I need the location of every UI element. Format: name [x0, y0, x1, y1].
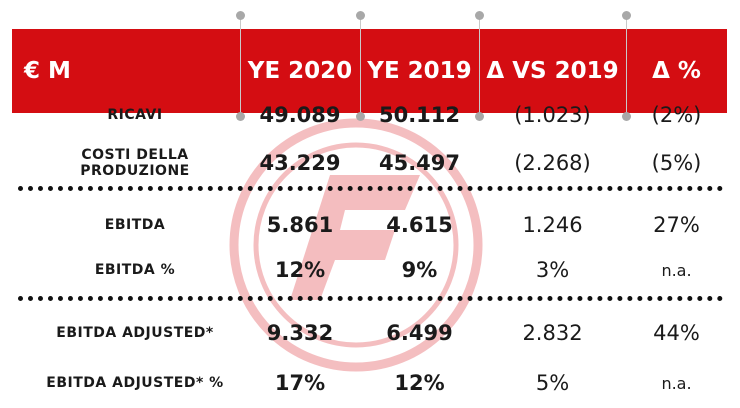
- value-ye2019: 9%: [401, 258, 438, 282]
- value-delta-pct: n.a.: [661, 260, 692, 280]
- value-delta: (2.268): [514, 151, 591, 175]
- row-label: EBITDA: [104, 217, 166, 233]
- row-label: RICAVI: [107, 107, 163, 123]
- value-ye2020: 49.089: [259, 103, 341, 127]
- table-row-costi: COSTI DELLA PRODUZIONE 43.229 45.497 (2.…: [0, 141, 740, 185]
- header-delta-vs-2019: Δ VS 2019: [486, 58, 619, 84]
- row-label: EBITDA %: [94, 262, 176, 278]
- value-delta: 2.832: [522, 321, 583, 345]
- value-delta: 1.246: [522, 213, 583, 237]
- dotted-separator: [18, 296, 723, 301]
- table-row-ricavi: RICAVI 49.089 50.112 (1.023) (2%): [0, 93, 740, 137]
- value-delta-pct: (5%): [651, 151, 702, 175]
- header-ye2020: YE 2020: [247, 58, 353, 84]
- table-row-ebitda: EBITDA 5.861 4.615 1.246 27%: [0, 203, 740, 247]
- row-label: COSTI DELLA PRODUZIONE: [80, 147, 190, 179]
- header-unit: € M: [24, 58, 71, 84]
- table-row-ebitda-adjusted-pct: EBITDA ADJUSTED* % 17% 12% 5% n.a.: [0, 361, 740, 405]
- value-ye2019: 6.499: [386, 321, 453, 345]
- table-header: € M YE 2020 YE 2019 Δ VS 2019 Δ %: [12, 29, 727, 113]
- value-delta-pct: 27%: [653, 213, 700, 237]
- header-ye2019: YE 2019: [367, 58, 472, 84]
- value-ye2020: 43.229: [259, 151, 341, 175]
- row-label: EBITDA ADJUSTED*: [56, 325, 214, 341]
- value-delta-pct: n.a.: [661, 373, 692, 393]
- value-ye2020: 17%: [274, 371, 326, 395]
- column-divider: [356, 11, 365, 121]
- value-ye2019: 45.497: [378, 151, 461, 175]
- table-row-ebitda-pct: EBITDA % 12% 9% 3% n.a.: [0, 248, 740, 292]
- column-divider: [475, 11, 484, 121]
- value-delta: 3%: [535, 258, 570, 282]
- value-ye2019: 4.615: [386, 213, 453, 237]
- value-delta: 5%: [535, 371, 570, 395]
- value-ye2019: 50.112: [378, 103, 461, 127]
- table-row-ebitda-adjusted: EBITDA ADJUSTED* 9.332 6.499 2.832 44%: [0, 311, 740, 355]
- value-ye2019: 12%: [394, 371, 445, 395]
- value-ye2020: 12%: [274, 258, 326, 282]
- row-label: EBITDA ADJUSTED* %: [46, 375, 224, 391]
- value-ye2020: 9.332: [266, 321, 334, 345]
- header-delta-pct: Δ %: [652, 58, 701, 84]
- value-delta: (1.023): [514, 103, 591, 127]
- value-delta-pct: 44%: [653, 321, 700, 345]
- column-divider: [622, 11, 631, 121]
- column-divider: [236, 11, 245, 121]
- dotted-separator: [18, 186, 723, 191]
- value-ye2020: 5.861: [266, 213, 334, 237]
- value-delta-pct: (2%): [651, 103, 702, 127]
